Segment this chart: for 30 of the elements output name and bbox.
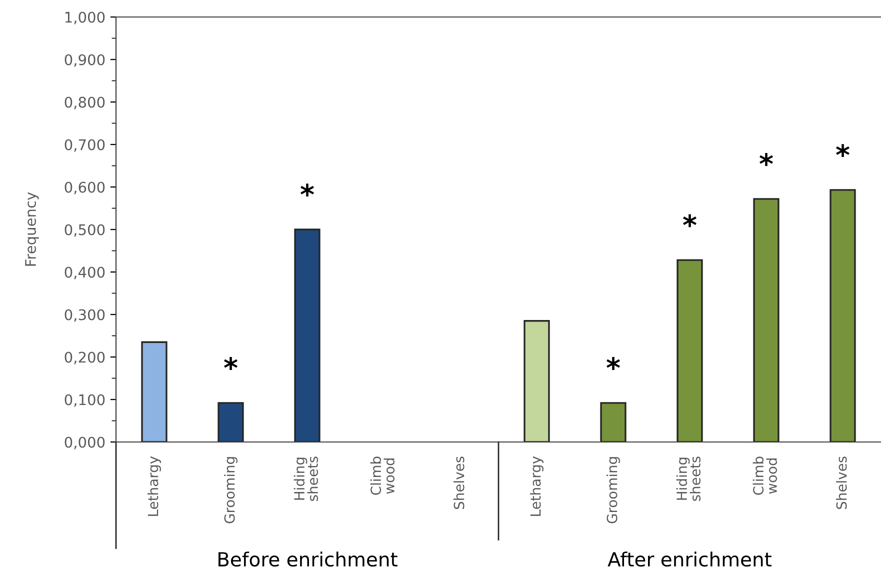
x-tick-label: Grooming (606, 457, 620, 524)
data-label: * (683, 214, 696, 228)
y-tick-label: 0,300 (64, 309, 105, 322)
data-label: * (300, 184, 314, 197)
y-axis-title: Frequency (25, 192, 39, 266)
x-tick-label: Climb wood (370, 456, 394, 495)
x-tick-label: Grooming (224, 457, 238, 524)
y-tick-label: 0,400 (64, 266, 105, 280)
x-tick-label: Hiding sheets (294, 456, 318, 501)
y-tick-label: 1,000 (65, 12, 105, 24)
y-tick-label: 0,800 (64, 96, 105, 110)
x-tick-label: Shelves (836, 456, 847, 509)
y-tick-label: 0,700 (64, 139, 105, 152)
text: Before enrichment (218, 552, 398, 567)
y-tick-label: 0,900 (64, 54, 105, 67)
x-tick-label: Climb wood (752, 456, 777, 495)
x-tick-label: Hiding sheets (676, 456, 700, 501)
data-label: * (224, 357, 238, 370)
y-tick-label: 0,600 (64, 182, 105, 194)
data-label: * (606, 357, 620, 370)
y-tick-label: 0,100 (64, 394, 105, 407)
x-tick-label: Lethargy (148, 456, 161, 516)
data-label: * (836, 144, 850, 158)
y-tick-label: 0,200 (64, 352, 105, 364)
y-tick-label: 0,500 (64, 224, 105, 237)
x-tick-label: Lethargy (530, 456, 544, 516)
y-tick-label: 0,000 (64, 436, 105, 450)
x-tick-label: Shelves (454, 456, 464, 509)
text: After enrichment (608, 552, 772, 567)
data-label: * (760, 153, 773, 166)
